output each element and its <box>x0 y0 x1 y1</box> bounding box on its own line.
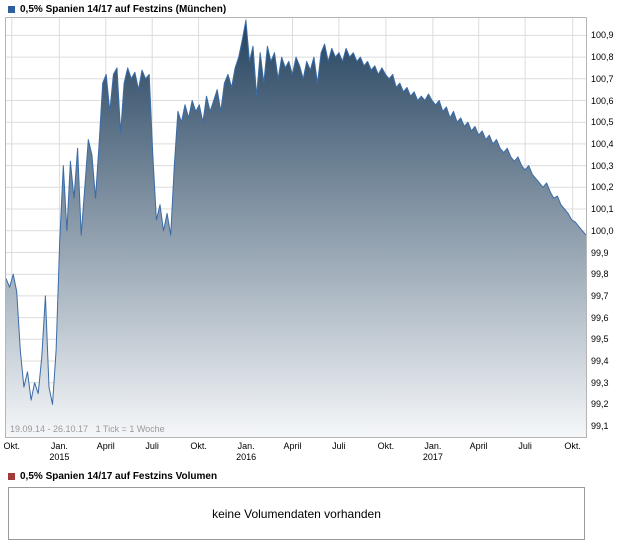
x-axis-tick: Okt. <box>3 441 21 451</box>
volume-legend-square-icon <box>8 472 15 480</box>
volume-panel: keine Volumendaten vorhanden <box>8 487 585 540</box>
x-axis-tick: April <box>96 441 115 451</box>
x-axis-tick: Okt. <box>377 441 395 451</box>
y-axis-labels: 100,9 100,8 100,7 100,6 100,5 100,4 100,3 100,2… <box>591 18 620 439</box>
price-legend-label: 0,5% Spanien 14/17 auf Festzins (München… <box>20 3 227 15</box>
y-axis-tick: 99,7 <box>591 290 609 301</box>
x-axis-tick: Juli <box>145 441 159 451</box>
price-line <box>6 19 586 405</box>
price-legend-square-icon <box>8 5 15 13</box>
x-axis-labels: Okt. Jan. 2015 April Juli Okt. Jan. 2016 April Ju… <box>3 441 587 465</box>
price-chart-plot-area: 19.09.14 - 26.10.17 1 Tick = 1 Woche <box>5 17 587 438</box>
y-axis-tick: 100,9 <box>591 30 614 41</box>
x-axis-tick: Juli <box>332 441 346 451</box>
x-axis-tick: Jan. 2016 <box>236 441 257 462</box>
x-axis-tick: Okt. <box>564 441 581 451</box>
y-axis-tick: 99,5 <box>591 334 609 345</box>
y-axis-tick: 99,8 <box>591 269 609 280</box>
x-axis-tick: April <box>469 441 488 451</box>
chart-range-info: 19.09.14 - 26.10.17 1 Tick = 1 Woche <box>10 424 165 434</box>
y-axis-tick: 100,5 <box>591 117 614 128</box>
y-axis-tick: 99,1 <box>591 421 609 432</box>
x-axis-tick: Juli <box>518 441 532 451</box>
x-axis-tick: Okt. <box>190 441 207 451</box>
x-axis-tick: Jan. 2015 <box>49 441 70 462</box>
price-legend: 0,5% Spanien 14/17 auf Festzins (München… <box>8 3 227 15</box>
y-axis-tick: 100,1 <box>591 204 614 214</box>
y-axis-tick: 100,6 <box>591 95 614 106</box>
y-axis-tick: 99,9 <box>591 247 609 258</box>
y-axis-tick: 100,7 <box>591 73 614 84</box>
volume-legend: 0,5% Spanien 14/17 auf Festzins Volumen <box>8 470 218 482</box>
y-axis-tick: 100,4 <box>591 138 614 149</box>
y-axis-tick: 100,8 <box>591 52 614 63</box>
y-axis-tick: 99,2 <box>591 399 609 410</box>
y-axis-tick: 100,3 <box>591 160 614 171</box>
y-axis-tick: 99,4 <box>591 356 609 366</box>
price-area-fill <box>6 20 586 437</box>
y-axis-tick: 100,0 <box>591 225 614 236</box>
no-volume-message: keine Volumendaten vorhanden <box>212 506 381 521</box>
price-chart-svg <box>6 18 586 437</box>
x-axis-tick: April <box>283 441 302 451</box>
x-axis-tick: Jan. 2017 <box>422 441 443 462</box>
y-axis-tick: 100,2 <box>591 182 614 193</box>
volume-legend-label: 0,5% Spanien 14/17 auf Festzins Volumen <box>20 470 218 482</box>
y-axis-tick: 99,6 <box>591 312 609 323</box>
y-axis-tick: 99,3 <box>591 377 609 388</box>
